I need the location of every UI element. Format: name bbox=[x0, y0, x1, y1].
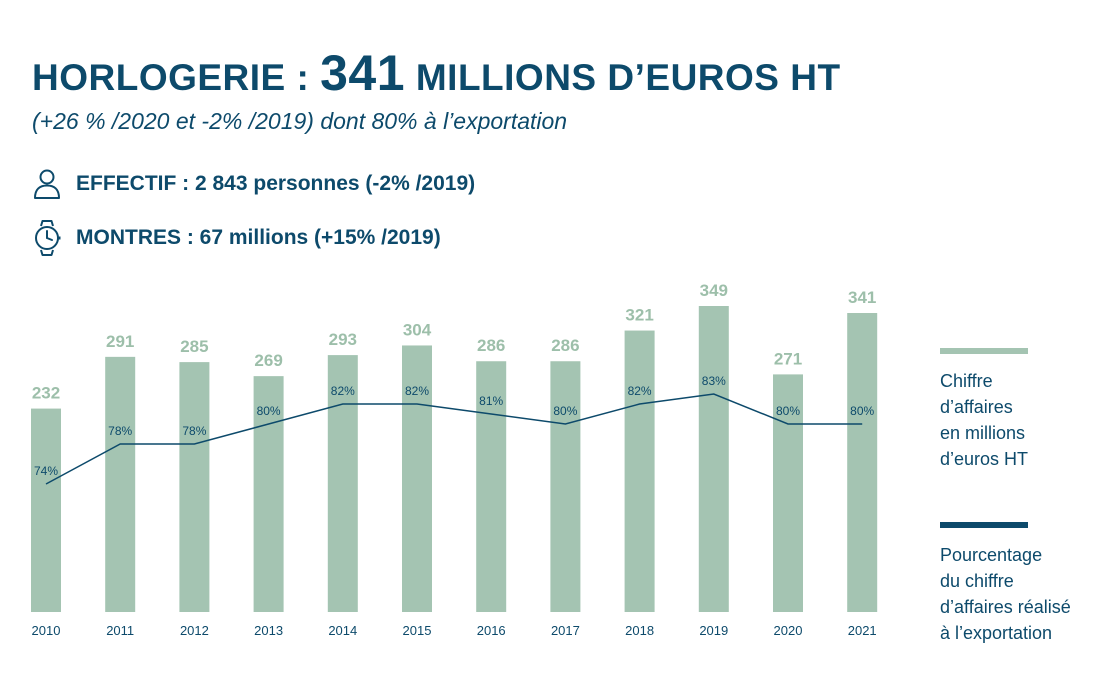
page-subtitle: (+26 % /2020 et -2% /2019) dont 80% à l’… bbox=[32, 108, 568, 134]
title-number: 341 bbox=[320, 45, 406, 101]
line-value-label-2017: 80% bbox=[553, 404, 577, 418]
line-value-label-2011: 78% bbox=[108, 424, 132, 438]
bar-2016 bbox=[476, 361, 507, 612]
x-tick-label-2020: 2020 bbox=[774, 623, 803, 638]
legend-label-export: Pourcentage du chiffre d’affaires réalis… bbox=[940, 545, 1071, 643]
bar-value-label-2015: 304 bbox=[403, 320, 432, 339]
legend-label-revenue: Chiffre d’affaires en millions d’euros H… bbox=[940, 371, 1029, 469]
bar-value-label-2020: 271 bbox=[774, 349, 802, 368]
x-tick-label-2011: 2011 bbox=[106, 623, 134, 638]
stat-montres-text: MONTRES : 67 millions (+15% /2019) bbox=[76, 226, 441, 249]
bar-2010 bbox=[31, 408, 61, 612]
title-prefix: HORLOGERIE : bbox=[32, 57, 321, 98]
legend-item-export: Pourcentage du chiffre d’affaires réalis… bbox=[940, 522, 1071, 646]
x-tick-label-2015: 2015 bbox=[403, 623, 432, 638]
export-percentage-line bbox=[45, 393, 863, 485]
line-value-label-2012: 78% bbox=[182, 424, 206, 438]
legend-swatch-export bbox=[940, 522, 1028, 528]
title-suffix: MILLIONS D’EUROS HT bbox=[405, 57, 841, 98]
line-value-label-2013: 80% bbox=[257, 404, 281, 418]
watch-icon bbox=[35, 220, 61, 256]
bar-value-label-2019: 349 bbox=[700, 281, 728, 300]
bar-value-label-2012: 285 bbox=[180, 337, 208, 356]
line-value-label-2016: 81% bbox=[479, 394, 503, 408]
page-title: HORLOGERIE : 341 MILLIONS D’EUROS HT bbox=[32, 48, 841, 98]
bar-value-label-2016: 286 bbox=[477, 336, 505, 355]
line-value-label-2010: 74% bbox=[34, 464, 58, 478]
bar-value-label-2010: 232 bbox=[32, 384, 60, 403]
export-line-group: 74% 78% 78% 80% 82% 82% 81% 80% 82% 83% 80% 80% bbox=[34, 374, 875, 485]
bar-2018 bbox=[624, 330, 655, 612]
line-value-label-2021: 80% bbox=[850, 404, 874, 418]
revenue-export-chart: 232 291 285 269 293 304 286 286 321 349 271 341 74%… bbox=[31, 281, 878, 638]
x-tick-label-2013: 2013 bbox=[254, 623, 283, 638]
line-value-label-2019: 83% bbox=[702, 374, 726, 388]
line-value-label-2020: 80% bbox=[776, 404, 800, 418]
bar-value-label-2018: 321 bbox=[625, 306, 653, 325]
x-tick-label-2014: 2014 bbox=[328, 623, 357, 638]
stat-effectif: EFFECTIF : 2 843 personnes (-2% /2019) bbox=[32, 168, 475, 200]
bar-value-label-2017: 286 bbox=[551, 336, 579, 355]
x-tick-label-2017: 2017 bbox=[551, 623, 580, 638]
bar-2020 bbox=[773, 374, 803, 612]
line-value-label-2014: 82% bbox=[331, 384, 355, 398]
x-tick-label-2021: 2021 bbox=[848, 623, 877, 638]
legend-item-revenue: Chiffre d’affaires en millions d’euros H… bbox=[940, 348, 1028, 472]
line-value-label-2018: 82% bbox=[628, 384, 652, 398]
bars-group: 232 291 285 269 293 304 286 286 321 349 271 341 bbox=[31, 281, 878, 612]
bar-value-label-2021: 341 bbox=[848, 288, 876, 307]
bar-value-label-2011: 291 bbox=[106, 332, 134, 351]
x-tick-label-2019: 2019 bbox=[699, 623, 728, 638]
x-tick-label-2018: 2018 bbox=[625, 623, 654, 638]
x-tick-label-2016: 2016 bbox=[477, 623, 506, 638]
bar-2011 bbox=[105, 356, 136, 612]
bar-value-label-2013: 269 bbox=[254, 351, 282, 370]
legend-swatch-revenue bbox=[940, 348, 1028, 354]
bar-value-label-2014: 293 bbox=[329, 330, 357, 349]
bar-2015 bbox=[402, 345, 432, 612]
line-value-label-2015: 82% bbox=[405, 384, 429, 398]
bar-2013 bbox=[253, 376, 284, 612]
stat-effectif-text: EFFECTIF : 2 843 personnes (-2% /2019) bbox=[76, 172, 476, 195]
x-tick-label-2012: 2012 bbox=[180, 623, 209, 638]
stat-montres: MONTRES : 67 millions (+15% /2019) bbox=[32, 220, 441, 256]
bar-2012 bbox=[179, 362, 210, 612]
x-axis-ticks: 2010 2011 2012 2013 2014 2015 2016 2017 2018 2019… bbox=[32, 623, 877, 638]
bar-2017 bbox=[550, 361, 581, 612]
bar-2014 bbox=[327, 355, 358, 612]
person-icon bbox=[34, 169, 60, 199]
bar-2021 bbox=[847, 313, 878, 612]
x-tick-label-2010: 2010 bbox=[32, 623, 61, 638]
bar-2019 bbox=[698, 306, 729, 612]
